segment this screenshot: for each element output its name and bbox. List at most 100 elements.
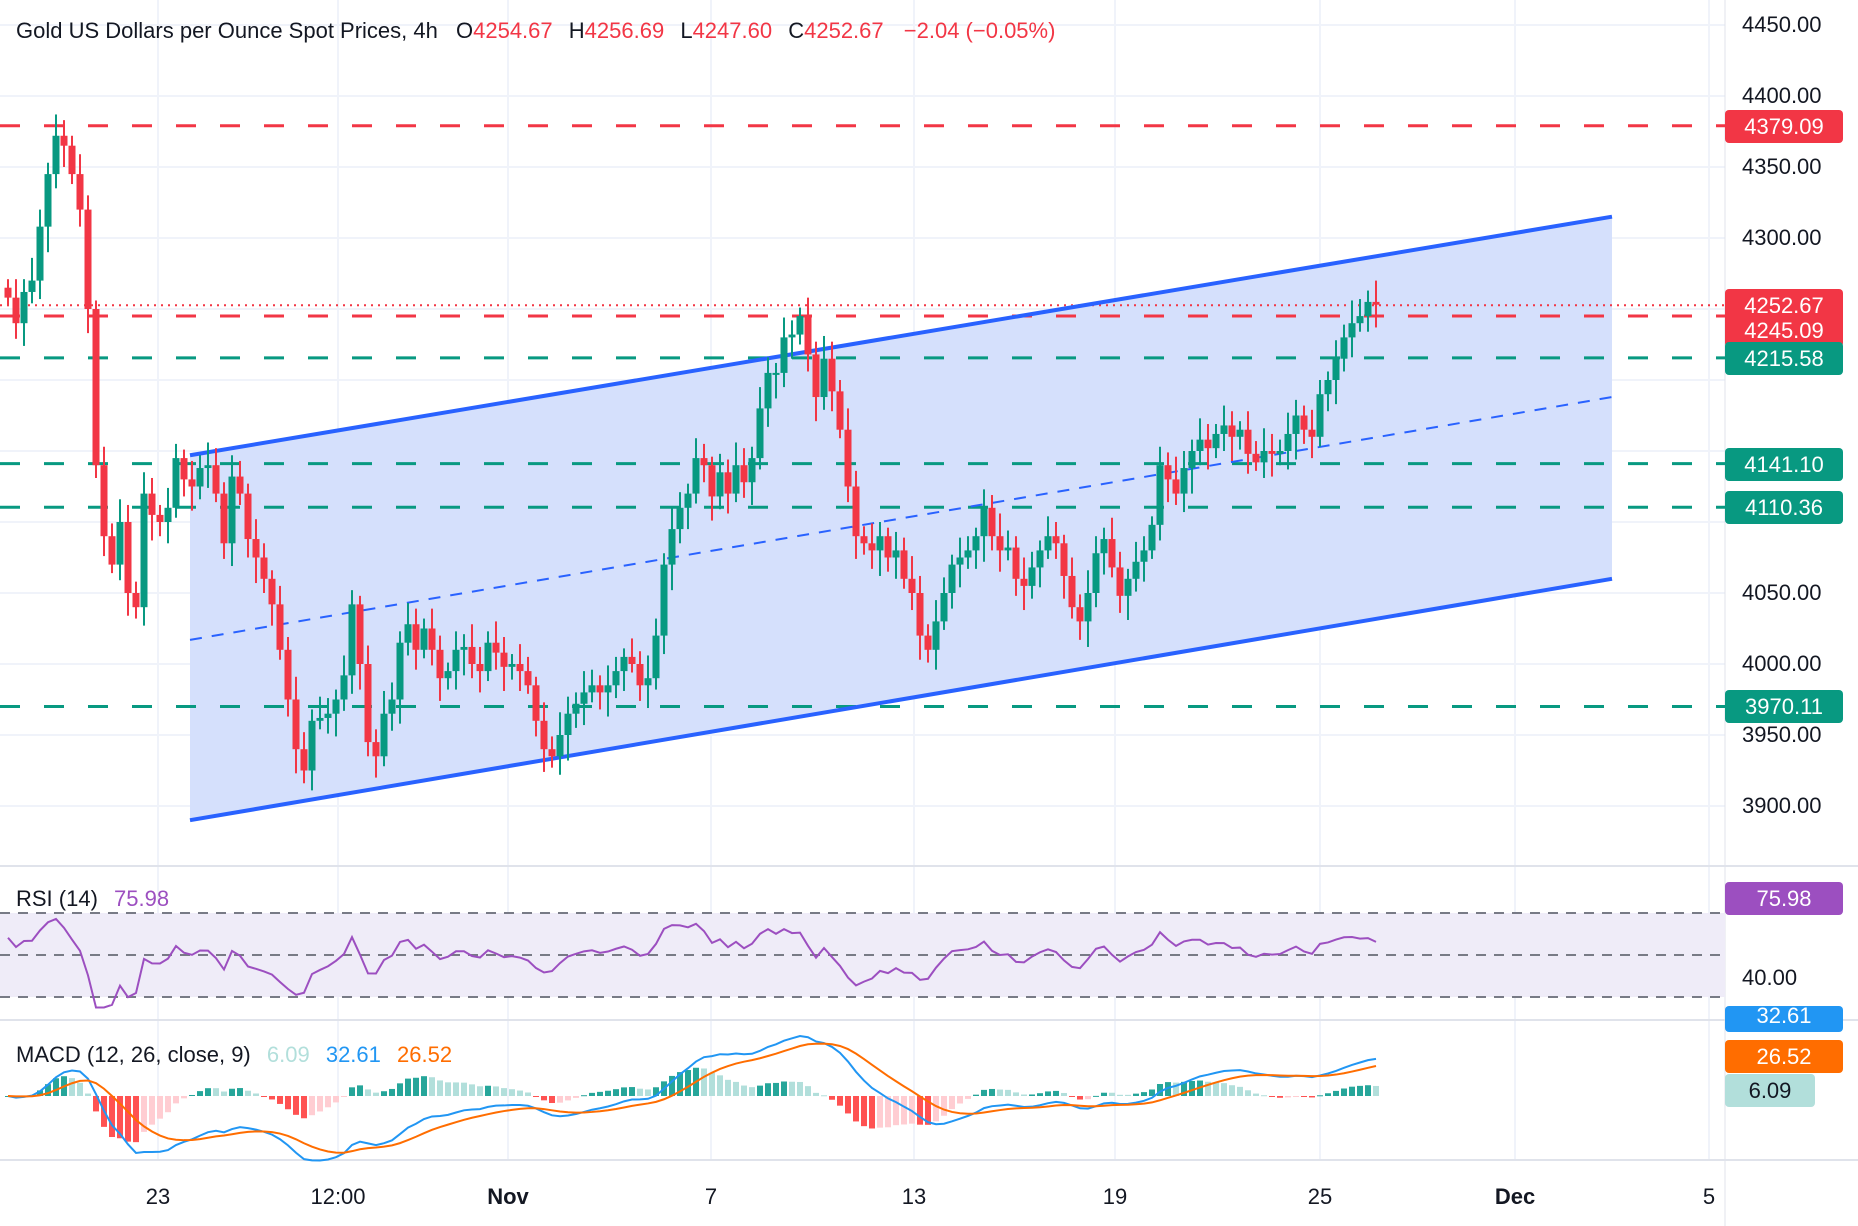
rsi-value-tag: 75.98: [1725, 882, 1843, 915]
candle-body: [396, 642, 404, 700]
candle-body: [484, 642, 492, 672]
candle-body: [956, 557, 964, 565]
macd-histogram-bar: [197, 1091, 203, 1096]
candle-body: [804, 316, 812, 355]
low-label: L: [680, 18, 693, 43]
macd-hist-tag: 6.09: [1725, 1074, 1815, 1107]
candle-body: [924, 635, 932, 650]
macd-histogram-bar: [701, 1068, 707, 1096]
macd-label: MACD (12, 26, close, 9): [16, 1042, 251, 1067]
macd-line-tag: 32.61: [1725, 1006, 1843, 1032]
price-axis-tick: 4000.00: [1742, 651, 1822, 676]
candle-body: [436, 649, 444, 679]
candle-body: [1292, 415, 1300, 434]
macd-histogram-bar: [725, 1079, 731, 1096]
macd-histogram-bar: [1117, 1094, 1123, 1096]
macd-histogram-bar: [293, 1096, 299, 1115]
macd-histogram-bar: [1189, 1080, 1195, 1096]
macd-histogram-bar: [69, 1078, 75, 1096]
macd-histogram-bar: [389, 1088, 395, 1096]
candle-body: [284, 649, 292, 700]
macd-histogram-bar: [765, 1083, 771, 1096]
candle-body: [1004, 547, 1012, 551]
macd-histogram-bar: [1237, 1086, 1243, 1096]
candle-body: [324, 713, 332, 718]
macd-histogram-bar: [365, 1089, 371, 1096]
macd-histogram-bar: [277, 1096, 283, 1104]
macd-histogram-bar: [1341, 1088, 1347, 1096]
macd-histogram-bar: [957, 1096, 963, 1104]
candle-body: [1148, 524, 1156, 551]
macd-histogram-bar: [1333, 1090, 1339, 1096]
candle-body: [580, 692, 588, 704]
candle-body: [844, 429, 852, 487]
candle-body: [932, 621, 940, 650]
candle-body: [332, 699, 340, 714]
macd-histogram-bar: [613, 1089, 619, 1096]
candle-body: [1276, 451, 1284, 454]
macd-histogram-bar: [205, 1088, 211, 1096]
candle-body: [300, 749, 308, 771]
candle-body: [1044, 536, 1052, 551]
macd-signal-value: 26.52: [397, 1042, 453, 1067]
macd-histogram-bar: [501, 1088, 507, 1096]
candle-body: [372, 742, 380, 757]
macd-histogram-bar: [1013, 1092, 1019, 1096]
candle-body: [1140, 550, 1148, 562]
macd-histogram-bar: [245, 1090, 251, 1096]
candle-body: [1340, 337, 1348, 359]
macd-histogram-bar: [1205, 1081, 1211, 1096]
macd-legend: MACD (12, 26, close, 9) 6.09 32.61 26.52: [16, 1042, 456, 1068]
candle-body: [564, 713, 572, 735]
candle-body: [1308, 429, 1316, 437]
macd-histogram-bar: [1101, 1092, 1107, 1096]
time-axis-tick: 13: [901, 1184, 927, 1209]
candle-body: [60, 135, 68, 146]
candle-body: [76, 174, 84, 210]
price-axis-tick: 4350.00: [1742, 154, 1822, 179]
macd-histogram-bar: [109, 1096, 115, 1138]
candle-body: [172, 458, 180, 508]
macd-histogram-bar: [941, 1096, 947, 1116]
macd-histogram-bar: [477, 1086, 483, 1096]
candle-body: [124, 522, 132, 593]
macd-histogram-bar: [549, 1096, 555, 1104]
candle-body: [1228, 425, 1236, 437]
macd-histogram-bar: [797, 1081, 803, 1096]
candle-body: [268, 578, 276, 605]
macd-histogram-bar: [253, 1093, 259, 1096]
candle-body: [556, 735, 564, 757]
open-label: O: [455, 18, 474, 43]
macd-histogram-bar: [309, 1096, 315, 1116]
candle-body: [12, 297, 20, 324]
macd-histogram-bar: [1157, 1083, 1163, 1096]
macd-histogram-bar: [1245, 1090, 1251, 1096]
candle-body: [1204, 439, 1212, 449]
macd-histogram-bar: [437, 1080, 443, 1096]
macd-line: [7, 1034, 1377, 1162]
macd-histogram-bar: [909, 1096, 915, 1124]
candle-body: [860, 536, 868, 544]
close-value: 4252.67: [804, 18, 884, 43]
candle-body: [28, 280, 36, 292]
macd-histogram-bar: [685, 1070, 691, 1096]
macd-histogram-bar: [1005, 1089, 1011, 1096]
candle-body: [996, 536, 1004, 551]
macd-histogram-bar: [325, 1096, 331, 1108]
macd-histogram-bar: [1173, 1082, 1179, 1096]
macd-histogram-bar: [117, 1096, 123, 1139]
macd-histogram-bar: [461, 1082, 467, 1096]
candle-body: [748, 458, 756, 483]
candle-body: [212, 465, 220, 494]
candle-body: [1260, 451, 1268, 463]
macd-histogram-bar: [1037, 1093, 1043, 1096]
macd-histogram-bar: [805, 1086, 811, 1096]
candle-body: [884, 536, 892, 558]
candle-body: [852, 486, 860, 537]
macd-histogram-bar: [469, 1084, 475, 1096]
candle-body: [1036, 550, 1044, 568]
macd-histogram-bar: [141, 1096, 147, 1132]
macd-histogram-bar: [1213, 1082, 1219, 1096]
candle-body: [188, 479, 196, 487]
